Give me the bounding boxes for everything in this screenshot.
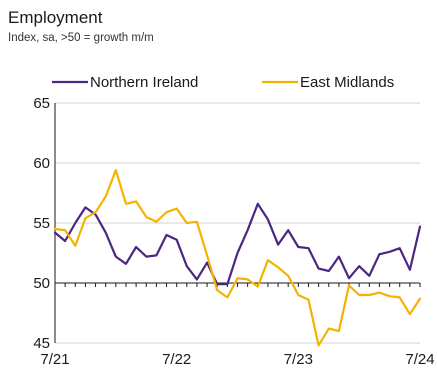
chart-subtitle: Index, sa, >50 = growth m/m [8,32,154,44]
series-lines [53,169,422,347]
y-tick-label: 55 [33,215,50,232]
legend-label: Northern Ireland [90,74,198,91]
legend-label: East Midlands [300,74,394,91]
series-line-east-midlands [53,169,422,347]
axes: 45 50 55 60 65 7/21 7/22 7/23 7/24 [33,95,434,368]
y-tick-label: 50 [33,275,50,292]
y-tick-label: 60 [33,155,50,172]
series-line-northern-ireland [53,202,422,286]
y-tick-label: 45 [33,335,50,352]
x-tick-label: 7/22 [162,351,191,368]
x-tick-label: 7/21 [40,351,69,368]
x-tick-label: 7/24 [405,351,434,368]
y-tick-label: 65 [33,95,50,112]
gridlines [55,102,420,344]
legend: Northern Ireland East Midlands [52,74,394,91]
chart-title: Employment [8,8,103,27]
x-tick-label: 7/23 [284,351,313,368]
